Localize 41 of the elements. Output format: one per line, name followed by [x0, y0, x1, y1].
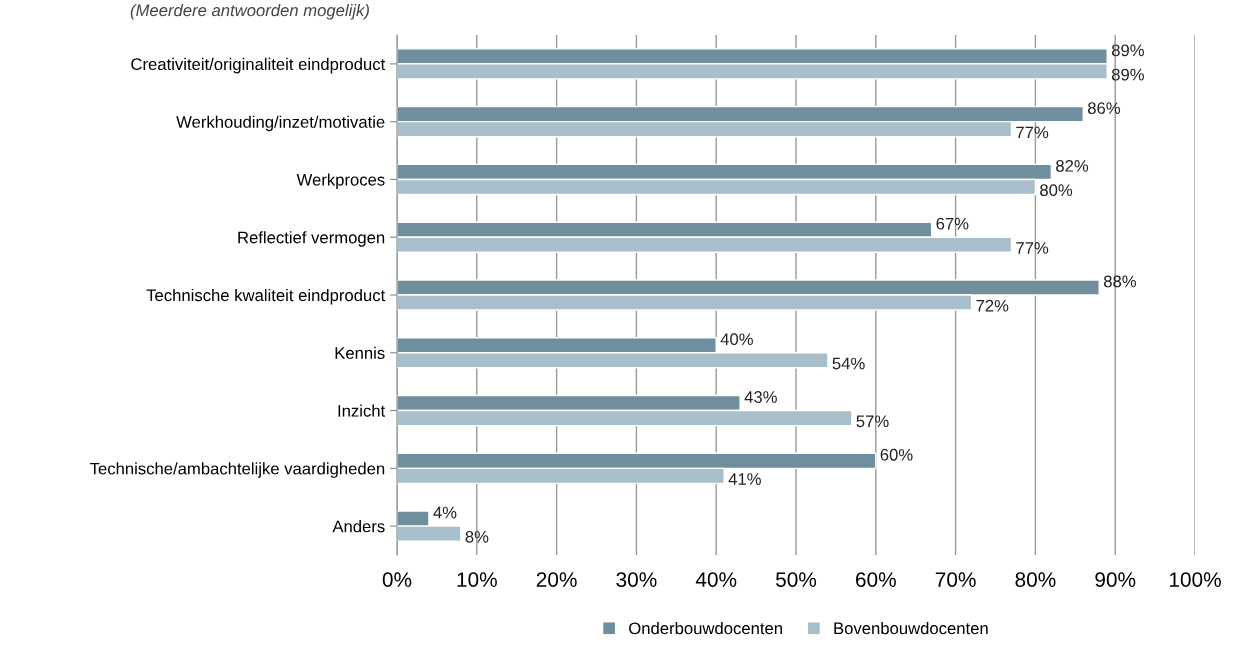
y-tick-label: Kennis [335, 346, 385, 359]
data-label: 40% [720, 333, 753, 346]
data-label: 67% [936, 217, 969, 230]
y-tick-label: Werkproces [296, 173, 385, 189]
x-tick-label: 70% [935, 572, 976, 587]
x-tick-label: 80% [1015, 572, 1056, 587]
data-label: 77% [1016, 242, 1049, 254]
data-label: 43% [744, 391, 777, 403]
x-tick-label: 60% [856, 572, 896, 587]
data-label: 89% [1111, 68, 1144, 81]
y-tick-label: Inzicht [338, 404, 386, 417]
data-label: 77% [1016, 126, 1049, 139]
data-label: 86% [1087, 102, 1121, 115]
y-tick-label: Creativiteit/originaliteit eindproduct [131, 57, 386, 74]
y-tick-label: Technische kwaliteit eindproduct [146, 288, 386, 305]
data-label: 72% [976, 299, 1009, 312]
data-label: 4% [433, 506, 457, 519]
x-tick-label: 20% [536, 572, 577, 587]
x-tick-label: 10% [457, 572, 497, 587]
x-tick-label: 0% [382, 572, 412, 587]
text: (Meerdere antwoorden mogelijk) [130, 4, 369, 20]
data-label: 89% [1111, 44, 1144, 57]
y-tick-label: Anders [332, 520, 385, 533]
data-label: 80% [1040, 184, 1073, 197]
y-tick-label: Technische/ambachtelijke vaardigheden [90, 462, 385, 478]
data-label: 82% [1056, 159, 1089, 172]
x-tick-label: 40% [695, 572, 737, 587]
y-tick-label: Werkhouding/inzet/motivatie [176, 115, 385, 132]
x-tick-label: 90% [1095, 572, 1136, 587]
legend-label: Bovenbouwdocenten [834, 622, 988, 635]
data-label: 60% [880, 448, 913, 461]
data-label: 54% [832, 357, 865, 370]
x-tick-label: 100% [1169, 572, 1221, 587]
x-tick-label: 30% [616, 572, 657, 587]
y-tick-label: Reflectief vermogen [238, 231, 385, 247]
x-tick-label: 50% [775, 572, 817, 587]
legend-label: Onderbouwdocenten [629, 622, 782, 635]
data-label: 57% [856, 415, 889, 428]
data-label: 8% [465, 530, 489, 543]
data-label: 88% [1103, 275, 1136, 288]
data-label: 41% [728, 473, 761, 485]
